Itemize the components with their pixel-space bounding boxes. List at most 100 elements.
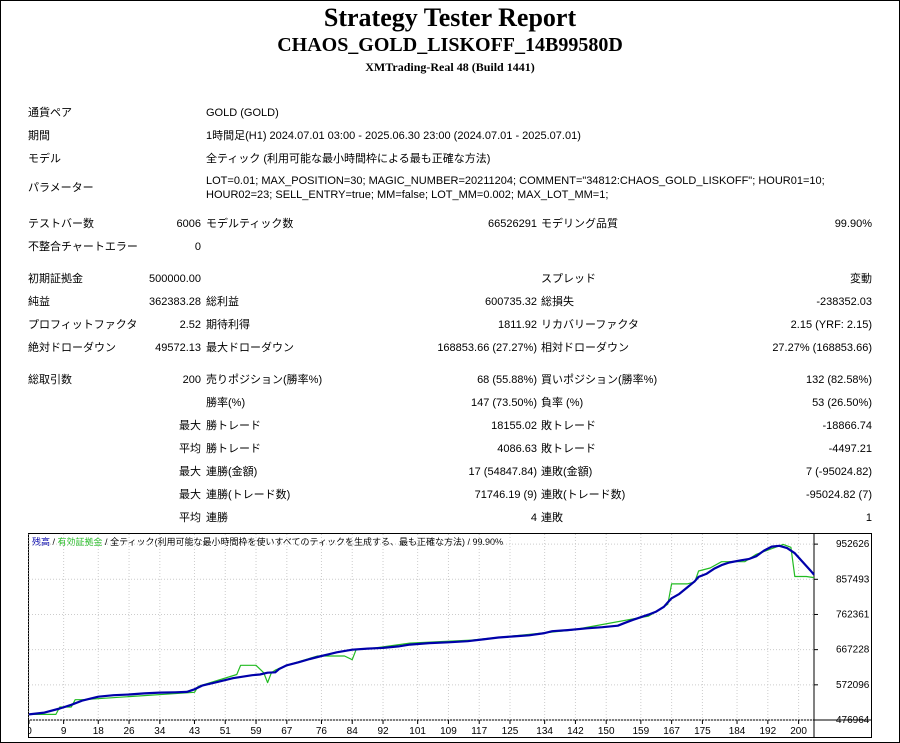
x-tick-label: 167 xyxy=(663,726,680,737)
avg-cons-wins-label: 連勝 xyxy=(206,512,228,524)
x-tick-label: 84 xyxy=(347,726,359,737)
legend-model: 全ティック(利用可能な最小時間枠を使いすべてのティックを生成する、最も正確な方法… xyxy=(110,536,465,547)
win-rate-value: 147 (73.50%) xyxy=(470,397,537,409)
balance-chart: 残高 / 有効証拠金 / 全ティック(利用可能な最小時間枠を使いすべてのティック… xyxy=(26,533,872,738)
ticks-value: 66526291 xyxy=(488,218,537,230)
max-drawdown-label: 最大ドローダウン xyxy=(206,342,294,354)
abs-drawdown-value: 49572.13 xyxy=(155,342,201,354)
avg-loss-value: -4497.21 xyxy=(828,443,872,455)
avg-cons-losses-label: 連敗 xyxy=(541,512,563,524)
net-profit-value: 362383.28 xyxy=(149,296,201,308)
quality-value: 99.90% xyxy=(834,218,872,230)
y-tick-label: 857493 xyxy=(836,574,870,585)
ticks-label: モデルティック数 xyxy=(206,218,294,230)
max-cons-word: 最大 xyxy=(179,466,201,478)
symbol-label: 通貨ペア xyxy=(28,107,72,119)
legend-sep-1: / xyxy=(50,537,58,547)
x-tick-label: 67 xyxy=(281,726,293,737)
profit-factor-label: プロフィットファクタ xyxy=(28,319,138,331)
avg-cons-losses-value: 1 xyxy=(865,512,872,524)
errors-value: 0 xyxy=(194,241,201,253)
max-cons-lossamt-label: 連敗(トレード数) xyxy=(541,489,626,501)
max-cons-losses-label: 連敗(金額) xyxy=(541,466,593,478)
largest-loss-label: 敗トレード xyxy=(541,420,596,432)
x-tick-label: 109 xyxy=(440,726,457,737)
max-cons-wins-label: 連勝(金額) xyxy=(206,466,258,478)
abs-drawdown-label: 絶対ドローダウン xyxy=(28,342,116,354)
max-cons-lossamt-value: -95024.82 (7) xyxy=(805,489,872,501)
server-name: XMTrading-Real 48 (Build 1441) xyxy=(365,60,535,74)
avg-win-value: 4086.63 xyxy=(497,443,537,455)
max-drawdown-value: 168853.66 (27.27%) xyxy=(437,342,537,354)
recovery-factor-value: 2.15 (YRF: 2.15) xyxy=(790,319,872,331)
x-tick-label: 175 xyxy=(694,726,711,737)
x-tick-label: 43 xyxy=(189,726,201,737)
chart-border xyxy=(28,533,872,738)
balance-line xyxy=(28,544,815,716)
x-tick-label: 150 xyxy=(598,726,615,737)
loss-rate-label: 負率 (%) xyxy=(541,397,584,409)
loss-rate-value: 53 (26.50%) xyxy=(812,397,872,409)
avg-win-label: 勝トレード xyxy=(206,443,261,455)
expected-payoff-value: 1811.92 xyxy=(498,319,537,331)
largest-win-label: 勝トレード xyxy=(206,420,261,432)
deposit-value: 500000.00 xyxy=(149,273,201,285)
gross-profit-value: 600735.32 xyxy=(485,296,537,308)
total-trades-label: 総取引数 xyxy=(28,374,72,386)
period-label: 期間 xyxy=(28,130,50,142)
rel-drawdown-label: 相対ドローダウン xyxy=(541,342,629,354)
y-tick-label: 667228 xyxy=(836,645,870,656)
max-cons-profit-value: 71746.19 (9) xyxy=(474,489,537,501)
largest-word: 最大 xyxy=(179,420,201,432)
quality-label: モデリング品質 xyxy=(541,218,618,230)
legend-sep-2: / xyxy=(103,537,111,547)
avg-cons-word: 平均 xyxy=(179,512,201,524)
spread-value: 変動 xyxy=(850,273,872,285)
x-tick-label: 159 xyxy=(632,726,649,737)
total-trades-value: 200 xyxy=(182,374,201,386)
x-tick-label: 51 xyxy=(220,726,232,737)
avg-loss-label: 敗トレード xyxy=(541,443,596,455)
spread-label: スプレッド xyxy=(541,273,596,285)
x-tick-label: 0 xyxy=(28,726,32,737)
chart-ticks: 952626 857493 762361 667228 572096 476964 0 9 18… xyxy=(26,539,870,737)
x-tick-label: 18 xyxy=(93,726,105,737)
profit-factor-value: 2.52 xyxy=(179,319,201,331)
y-tick-label: 952626 xyxy=(836,539,870,550)
largest-loss-value: -18866.74 xyxy=(822,420,872,432)
x-tick-label: 26 xyxy=(123,726,135,737)
long-positions-value: 132 (82.58%) xyxy=(805,374,872,386)
bars-label: テストバー数 xyxy=(28,218,94,230)
x-tick-label: 125 xyxy=(502,726,519,737)
win-rate-label: 勝率(%) xyxy=(206,397,246,409)
gross-profit-label: 総利益 xyxy=(206,296,239,308)
max-cons-wins-value: 17 (54847.84) xyxy=(468,466,538,478)
balance-chart-svg: 残高 / 有効証拠金 / 全ティック(利用可能な最小時間枠を使いすべてのティック… xyxy=(26,533,872,738)
gross-loss-value: -238352.03 xyxy=(816,296,872,308)
short-positions-label: 売りポジション(勝率%) xyxy=(206,374,323,386)
long-positions-label: 買いポジション(勝率%) xyxy=(541,374,658,386)
model-value: 全ティック (利用可能な最小時間枠による最も正確な方法) xyxy=(206,153,491,165)
expected-payoff-label: 期待利得 xyxy=(206,319,250,331)
x-tick-label: 9 xyxy=(61,726,67,737)
deposit-label: 初期証拠金 xyxy=(28,273,83,285)
net-profit-label: 純益 xyxy=(28,296,50,308)
max-cons2-word: 最大 xyxy=(179,489,201,501)
y-tick-label: 762361 xyxy=(836,609,870,620)
x-tick-label: 192 xyxy=(759,726,776,737)
x-tick-label: 142 xyxy=(567,726,584,737)
gross-loss-label: 総損失 xyxy=(541,296,574,308)
x-tick-label: 34 xyxy=(154,726,166,737)
errors-label: 不整合チャートエラー xyxy=(28,241,138,253)
largest-win-value: 18155.02 xyxy=(491,420,537,432)
expert-name: CHAOS_GOLD_LISKOFF_14B99580D xyxy=(277,34,623,56)
bars-value: 6006 xyxy=(176,218,201,230)
y-tick-label: 476964 xyxy=(836,715,870,726)
recovery-factor-label: リカバリーファクタ xyxy=(541,319,639,331)
rel-drawdown-value: 27.27% (168853.66) xyxy=(772,342,872,354)
legend-balance: 残高 xyxy=(32,536,50,547)
model-label: モデル xyxy=(28,153,61,165)
x-tick-label: 134 xyxy=(536,726,553,737)
period-value: 1時間足(H1) 2024.07.01 03:00 - 2025.06.30 2… xyxy=(206,130,581,142)
symbol-value: GOLD (GOLD) xyxy=(206,107,279,119)
